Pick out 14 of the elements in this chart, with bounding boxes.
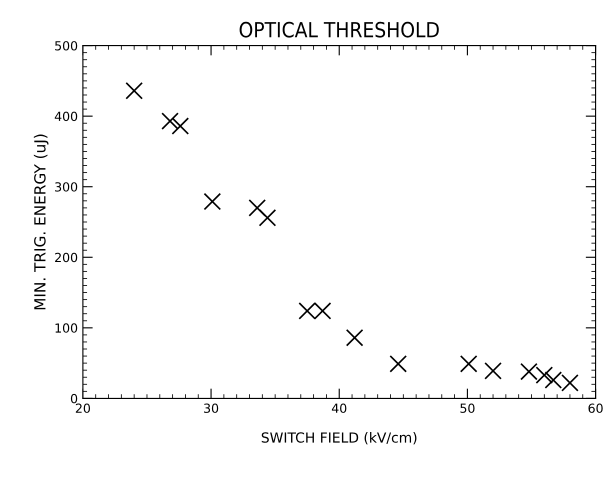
y-tick-label: 300 xyxy=(55,182,78,192)
y-tick-label: 500 xyxy=(55,41,78,51)
x-tick-label: 40 xyxy=(332,403,346,413)
y-tick-label: 100 xyxy=(56,323,78,333)
x-tick-label: 50 xyxy=(460,403,475,413)
y-tick-label: 400 xyxy=(54,112,78,122)
chart-title: OPTICAL THRESHOLD xyxy=(240,22,439,38)
x-tick-label: 30 xyxy=(204,403,218,413)
x-tick-label: 60 xyxy=(588,403,603,413)
y-tick-label: 200 xyxy=(55,252,78,262)
y-axis-title: MIN. TRIG. ENERGY (uJ) xyxy=(34,134,48,310)
x-tick-label: 20 xyxy=(76,403,90,413)
y-tick-label: 0 xyxy=(70,394,78,404)
x-axis-title: SWITCH FIELD (kV/cm) xyxy=(262,432,416,444)
